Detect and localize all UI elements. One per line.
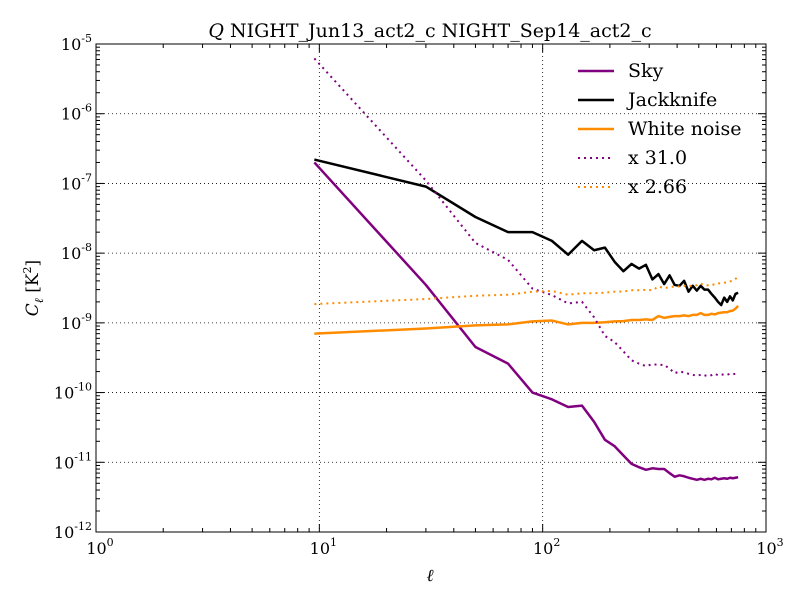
y-tick-label: 10-6: [61, 102, 92, 124]
chart-title: Q NIGHT_Jun13_act2_c NIGHT_Sep14_act2_c: [208, 20, 651, 42]
legend-label-2: White noise: [628, 118, 742, 140]
y-tick-label: 10-11: [54, 450, 92, 472]
legend: Sky Jackknife White noise x 31.0 x 2.66: [578, 60, 742, 198]
legend-label-1: Jackknife: [626, 89, 717, 111]
series-line-1: [314, 158, 739, 307]
legend-label-0: Sky: [628, 60, 664, 82]
y-tick-label: 10-7: [61, 171, 92, 193]
axes: [95, 43, 767, 533]
x-tick-label: 103: [756, 536, 783, 558]
x-tick-label: 100: [86, 536, 113, 558]
tick-labels: 100 101 102 103 10-5 10-6 10-7 10-8 10-9 10-10 10-…: [54, 32, 784, 558]
legend-label-4: x 2.66: [628, 176, 687, 198]
series-line-3: [313, 57, 739, 377]
y-tick-label: 10-10: [54, 381, 92, 403]
y-tick-label: 10-5: [61, 32, 92, 54]
y-axis-label: Cℓ [K2]: [21, 260, 46, 316]
series-line-2: [314, 305, 740, 335]
y-tick-label: 10-12: [54, 520, 92, 542]
series-line-4: [314, 275, 739, 306]
plot-series: [313, 57, 740, 482]
y-tick-label: 10-9: [61, 311, 92, 333]
legend-label-3: x 31.0: [628, 147, 687, 169]
x-tick-label: 101: [310, 536, 337, 558]
y-tick-label: 10-8: [61, 241, 92, 263]
x-axis-label: ℓ: [426, 566, 433, 586]
x-tick-label: 102: [533, 536, 560, 558]
series-line-0: [313, 161, 739, 482]
plot-frame: [95, 43, 767, 533]
